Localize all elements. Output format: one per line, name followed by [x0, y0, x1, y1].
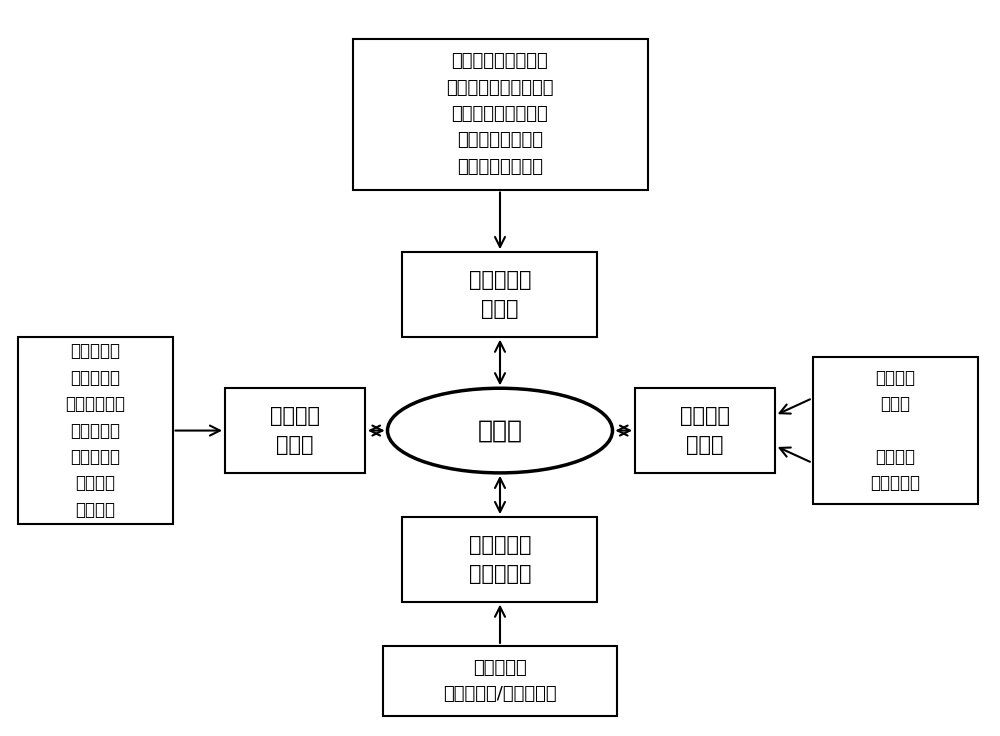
Text: 温度演变
趋势图

关键数据
表格化显示: 温度演变 趋势图 关键数据 表格化显示 — [870, 369, 920, 492]
Text: 图表处理
子系统: 图表处理 子系统 — [680, 406, 730, 456]
Text: 轧制程序表
解析子系统: 轧制程序表 解析子系统 — [469, 534, 531, 584]
Text: 产线布置
子系统: 产线布置 子系统 — [270, 406, 320, 456]
FancyBboxPatch shape — [382, 646, 617, 715]
FancyBboxPatch shape — [402, 517, 597, 602]
FancyBboxPatch shape — [812, 357, 978, 504]
FancyBboxPatch shape — [635, 389, 775, 473]
FancyBboxPatch shape — [18, 337, 173, 524]
Text: 热辐射温降计算模块
空气对流温降计算模块
热传导温降计算模块
水冷温降计算模块
变形温升计算模块: 热辐射温降计算模块 空气对流温降计算模块 热传导温降计算模块 水冷温降计算模块 … — [446, 52, 554, 176]
Text: 轧制程序表
（手动输入/文件导入）: 轧制程序表 （手动输入/文件导入） — [443, 659, 557, 703]
Text: 数据库: 数据库 — [478, 419, 522, 442]
Text: 温度场计算
子系统: 温度场计算 子系统 — [469, 269, 531, 319]
Text: 粗轧机机组
中轧机机组
预精轧机机组
精轧机机组
减径机机组
水冷单元
冷床单元: 粗轧机机组 中轧机机组 预精轧机机组 精轧机机组 减径机机组 水冷单元 冷床单元 — [65, 342, 125, 519]
FancyBboxPatch shape — [225, 389, 365, 473]
FancyBboxPatch shape — [353, 39, 648, 190]
Ellipse shape — [388, 389, 612, 473]
FancyBboxPatch shape — [402, 252, 597, 337]
